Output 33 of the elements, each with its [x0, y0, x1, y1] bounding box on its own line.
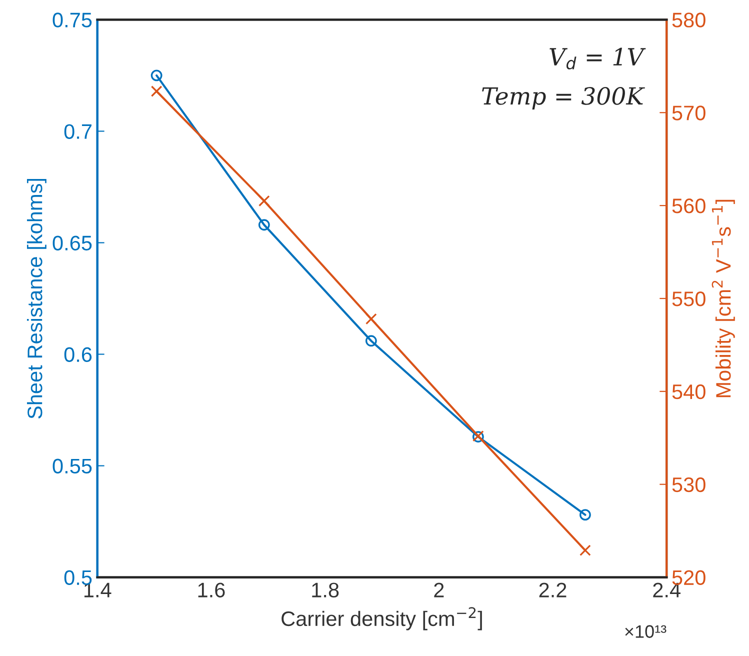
y2-tick-label: 520 — [672, 570, 706, 586]
y-tick-label: 0.7 — [64, 124, 92, 139]
point — [365, 313, 377, 325]
y2-tick-label: 570 — [672, 106, 706, 120]
annotation: V$_{d}$ = 1V — [550, 48, 646, 70]
point — [365, 335, 377, 347]
x-tick-label: 1.4 — [84, 582, 112, 598]
y-tick-label: 0.55 — [52, 458, 92, 474]
x-tick-label: 2.4 — [653, 582, 680, 598]
y2-tick-label: 530 — [672, 477, 706, 492]
point — [580, 509, 591, 521]
y-tick-label: 0.6 — [64, 347, 92, 362]
y2-tick-label: 550 — [672, 291, 706, 306]
point — [258, 195, 270, 207]
text: ×10¹³ — [625, 625, 666, 638]
y2-tick-label: 560 — [672, 198, 706, 214]
point — [258, 219, 270, 231]
y-axis-title: Sheet Resistance [kohms] — [26, 178, 46, 419]
point — [580, 544, 591, 556]
point — [150, 86, 162, 97]
y2-axis-title: Mobility [cm$^{2}$ V$^{−1}$s$^{−1}$] — [712, 200, 735, 398]
y-tick-label: 0.65 — [52, 236, 92, 250]
x-tick-label: 1.8 — [312, 582, 339, 598]
y2-tick-label: 580 — [672, 12, 706, 28]
x-tick-label: 2 — [434, 582, 444, 598]
point — [150, 70, 162, 82]
y-tick-label: 0.5 — [64, 570, 92, 586]
x-tick-label: 1.6 — [198, 582, 225, 598]
y2-tick-label: 540 — [672, 384, 706, 400]
x-tick-label: 2.2 — [539, 582, 566, 598]
annotation: Temp = 300K — [482, 87, 645, 110]
y-tick-label: 0.75 — [52, 12, 92, 28]
x-axis-title: Carrier density [cm$^{−2}$] — [282, 607, 482, 630]
